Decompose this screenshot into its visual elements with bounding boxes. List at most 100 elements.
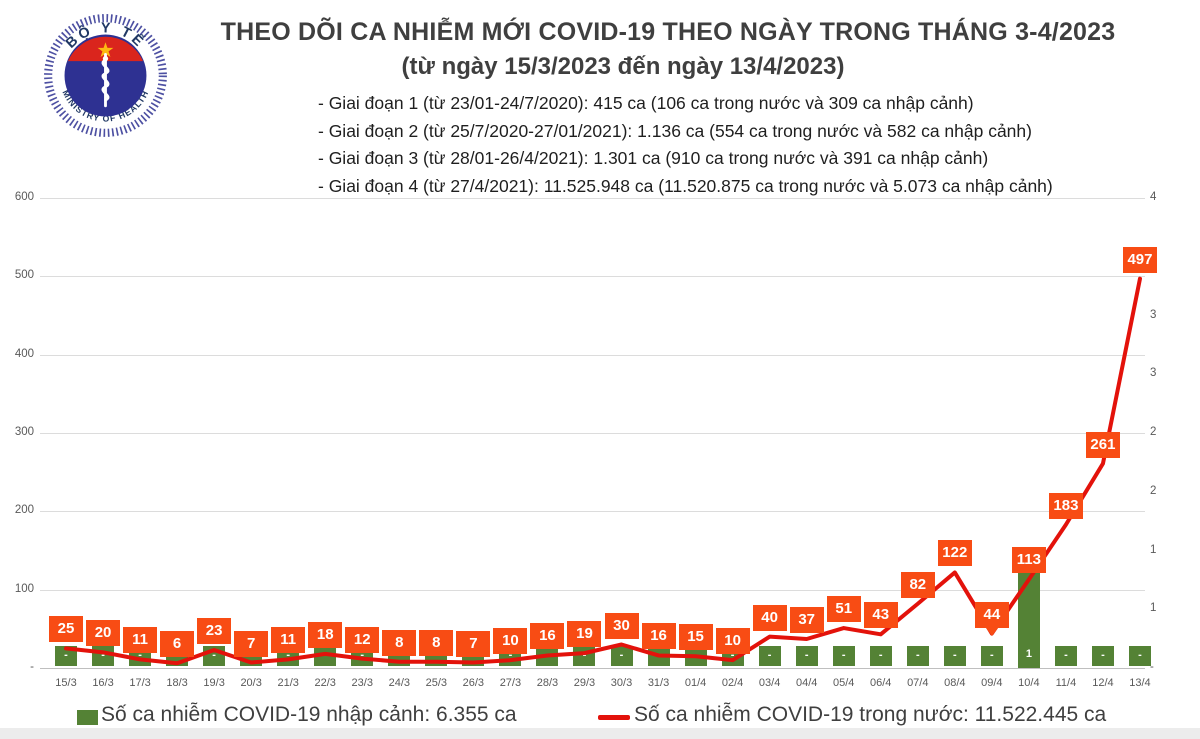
domestic-cases-data-label: 10 [715,628,750,655]
y-axis-right-tick: 1 [1150,602,1157,615]
phase-summary: - Giai đoạn 1 (từ 23/01-24/7/2020): 415 … [318,90,1053,200]
x-axis-tick: 23/3 [351,677,373,689]
gridline [40,433,1145,434]
phase-line-3: - Giai đoạn 3 (từ 28/01-26/4/2021): 1.30… [318,148,989,168]
page-title: THEO DÕI CA NHIỄM MỚI COVID-19 THEO NGÀY… [220,18,1116,46]
x-axis-tick: 01/4 [684,677,707,689]
x-axis-tick: 18/3 [166,677,188,689]
y-axis-left-tick: 400 [14,347,34,360]
domestic-cases-data-label: 261 [1085,431,1120,458]
logo-snake-icon [101,58,110,102]
imported-cases-bar-label: - [212,649,216,661]
imported-cases-bar-label: - [693,649,698,661]
domestic-cases-data-label: 16 [641,623,676,650]
phase-line-4: - Giai đoạn 4 (từ 27/4/2021): 11.525.948… [318,175,1053,196]
imported-cases-bar-label: - [619,649,624,661]
domestic-cases-data-label: 113 [1011,547,1046,574]
domestic-cases-data-label: 7 [456,630,491,657]
domestic-cases-data-label: 122 [937,540,972,567]
x-axis-tick: 12/4 [1092,677,1114,689]
x-axis-tick: 22/3 [314,677,336,689]
domestic-cases-data-label: 37 [789,607,824,634]
x-axis-tick: 05/4 [832,677,855,689]
imported-cases-bar-label: - [64,649,68,661]
ministry-of-health-logo-icon: BỘ Y TẾ MINISTRY OF HEALTH [44,14,167,137]
domestic-cases-data-label: 16 [530,623,565,650]
domestic-cases-data-label: 51 [826,596,861,623]
gridline [40,589,1145,591]
data-label-pointer-icon [985,627,998,636]
domestic-cases-data-label: 8 [382,629,417,656]
x-axis-tick: 06/4 [870,677,892,689]
y-axis-left-tick: 500 [14,269,34,282]
gridline [40,198,1145,199]
imported-cases-bar-label: - [1101,649,1105,661]
legend-imported-swatch-icon [77,710,98,725]
x-axis-tick: 11/4 [1055,677,1077,689]
y-axis-left-tick: 100 [14,582,34,595]
x-axis-tick: 27/3 [499,677,522,689]
x-axis-tick: 19/3 [203,677,225,689]
domestic-cases-data-label: 20 [86,620,121,647]
y-axis-left-tick: 200 [14,504,34,517]
domestic-cases-data-label: 44 [974,601,1009,628]
domestic-cases-data-label: 7 [234,630,269,657]
x-axis-tick: 29/3 [573,677,596,689]
x-axis-tick: 02/4 [721,677,744,689]
legend-domestic-label: Số ca nhiễm COVID-19 trong nước: 11.522.… [634,703,1107,726]
domestic-cases-data-label: 25 [49,616,83,643]
x-axis-tick: 04/4 [795,677,818,689]
imported-cases-bar-label: - [767,649,772,661]
domestic-cases-data-label: 8 [419,629,454,656]
imported-cases-bar-label: 1 [1025,648,1032,660]
domestic-cases-data-label: 497 [1122,246,1157,273]
y-axis-right-tick: - [1150,661,1154,673]
legend-imported-label: Số ca nhiễm COVID-19 nhập cảnh: 6.355 ca [101,703,517,726]
y-axis-right-tick: 2 [1150,484,1157,497]
x-axis-tick: 17/3 [129,677,151,689]
domestic-cases-data-label: 19 [567,621,602,648]
y-axis-left-tick: - [30,661,34,673]
x-axis-tick: 20/3 [240,677,262,689]
x-axis-tick: 25/3 [425,677,448,689]
footer-strip [0,728,1200,739]
page-subtitle: (từ ngày 15/3/2023 đến ngày 13/4/2023) [401,53,845,80]
imported-cases-bar-label: - [878,649,883,661]
imported-cases-bar-label: - [841,649,846,661]
imported-cases-bar-label: - [545,649,550,661]
imported-cases-bar-label: - [804,649,809,661]
imported-cases-bar-label: - [990,649,994,661]
domestic-cases-data-label: 23 [197,617,232,644]
x-axis-tick: 30/3 [610,677,633,689]
imported-cases-bar-label: - [101,649,105,661]
phase-line-2: - Giai đoạn 2 (từ 25/7/2020-27/01/2021):… [318,120,1032,141]
x-axis-tick: 03/4 [758,677,781,689]
domestic-cases-data-label: 30 [604,612,639,639]
y-axis-left-tick: 300 [14,426,34,438]
gridline [40,668,1145,669]
imported-cases-bar-label: - [656,649,661,661]
phase-line-1: - Giai đoạn 1 (từ 23/01-24/7/2020): 415 … [318,93,974,113]
imported-cases-bar-label: - [1138,649,1142,661]
x-axis-tick: 15/3 [55,677,77,689]
y-axis-right-tick: 4 [1150,191,1157,203]
domestic-cases-data-label: 11 [123,627,158,654]
x-axis-tick: 24/3 [388,677,410,689]
domestic-cases-data-label: 40 [752,604,787,631]
x-axis-tick: 10/4 [1018,677,1040,689]
imported-cases-bar-label: - [323,649,328,661]
y-axis-right-tick: 3 [1150,308,1157,321]
x-axis-tick: 31/3 [647,677,670,689]
domestic-cases-data-label: 43 [863,602,898,629]
domestic-cases-data-label: 15 [678,624,713,651]
legend-domestic-line-icon [598,715,630,720]
x-axis-tick: 21/3 [277,677,299,689]
domestic-cases-data-label: 12 [345,626,380,653]
domestic-cases-data-label: 183 [1048,492,1083,519]
x-axis-tick: 16/3 [92,677,114,689]
gridline [40,511,1145,513]
imported-cases-bar-label: - [952,649,957,661]
domestic-cases-data-label: 18 [308,621,343,648]
x-axis-tick: 26/3 [462,677,485,689]
gridline [40,354,1145,356]
